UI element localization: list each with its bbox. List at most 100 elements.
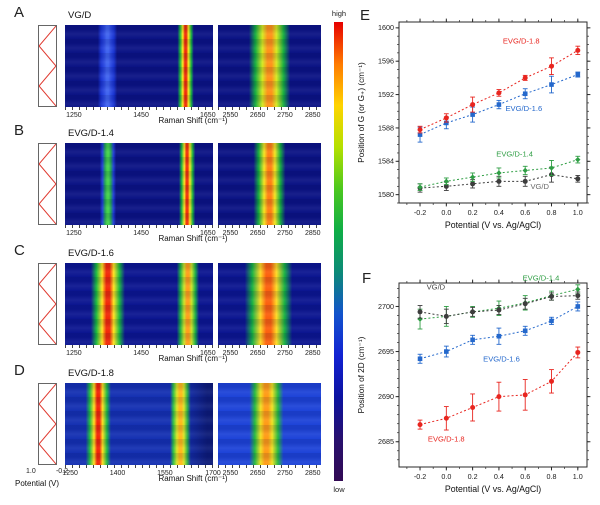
- heatmap-tick-label: 2850: [304, 112, 321, 119]
- heatmap-tick-label: 1450: [133, 350, 149, 357]
- svg-text:EVG/D-1.4: EVG/D-1.4: [523, 273, 560, 282]
- panel-title: VG/D: [68, 10, 92, 21]
- svg-text:1584: 1584: [378, 157, 394, 166]
- series-EVG/D-1.8: EVG/D-1.8: [417, 37, 581, 134]
- panel-D: D EVG/D-1.8 1250 1400 1550 1700 2550 2650 275…: [0, 358, 335, 505]
- svg-text:1588: 1588: [378, 123, 394, 132]
- svg-text:EVG/D-1.4: EVG/D-1.4: [496, 149, 533, 158]
- panel-letter: F: [362, 270, 372, 287]
- series-EVG/D-1.6: EVG/D-1.6: [417, 71, 581, 143]
- heatmap-tick-label: 2550: [222, 470, 239, 477]
- svg-text:EVG/D-1.8: EVG/D-1.8: [428, 435, 465, 444]
- svg-text:EVG/D-1.6: EVG/D-1.6: [483, 354, 520, 363]
- raman-heatmap-2d: 2550 2650 2750 2850: [218, 143, 321, 237]
- svg-text:VG/D: VG/D: [427, 282, 446, 291]
- colorbar-low-label: low: [333, 485, 345, 494]
- heatmap-tick-strip: [65, 345, 213, 348]
- heatmap-tick-label: 2750: [277, 470, 293, 477]
- svg-text:0.6: 0.6: [520, 472, 530, 481]
- svg-text:VG/D: VG/D: [530, 182, 549, 191]
- heatmap-surface: [65, 143, 213, 225]
- heatmap-tick-strip: [65, 465, 213, 468]
- heatmap-tick-label: 1250: [62, 470, 78, 477]
- svg-text:-0.2: -0.2: [414, 208, 426, 217]
- panel-letter: B: [14, 122, 25, 139]
- potential-waveform-icon: [38, 383, 57, 465]
- heatmap-surface: [65, 263, 213, 345]
- heatmap-tick-label: 2550: [222, 350, 239, 357]
- panel-C: C EVG/D-1.6 1250 1450 1650 2550 2650 2750 285…: [0, 238, 335, 363]
- svg-text:Position of 2D (cm⁻¹): Position of 2D (cm⁻¹): [357, 336, 366, 413]
- svg-text:1580: 1580: [378, 190, 394, 199]
- heatmap-tick-label: 1450: [133, 230, 149, 237]
- chart-position-of-G: -0.2 0.0 0.2 0.4 0.6 0.8 1.0 1580 1584 1588 1592 15…: [357, 18, 591, 230]
- raman-heatmap-dg: 1250 1450 1650: [65, 263, 216, 357]
- waveform-axis-ticks: 1.0 -0.2: [26, 468, 68, 475]
- heatmap-tick-label: 1650: [200, 350, 216, 357]
- panel-letter: A: [14, 4, 25, 21]
- svg-text:2700: 2700: [378, 302, 394, 311]
- panel-B: B EVG/D-1.4 1250 1450 1650 2550 2650 2750 285…: [0, 118, 335, 243]
- potential-axis-label: Potential (V): [14, 479, 60, 488]
- svg-text:1.0: 1.0: [573, 472, 583, 481]
- heatmap-tick-label: 2550: [222, 112, 239, 119]
- raman-heatmap-dg: 1250 1450 1650: [65, 143, 216, 237]
- colorbar-high-label: high: [331, 9, 347, 18]
- heatmap-tick-strip: [218, 225, 321, 228]
- heatmap-tick-label: 2750: [277, 350, 293, 357]
- heatmap-tick-label: 2650: [249, 350, 266, 357]
- heatmap-tick-strip: [218, 107, 321, 110]
- heatmap-surface: [65, 25, 213, 107]
- heatmap-tick-label: 1650: [200, 112, 216, 119]
- heatmap-tick-label: 1400: [109, 470, 126, 477]
- svg-text:0.4: 0.4: [494, 208, 504, 217]
- heatmap-tick-label: 2850: [304, 350, 321, 357]
- svg-text:0.0: 0.0: [441, 472, 451, 481]
- svg-text:0.2: 0.2: [468, 472, 478, 481]
- raman-shift-axis-label: Raman Shift (cm⁻¹): [158, 354, 228, 363]
- potential-waveform-icon: [38, 25, 57, 107]
- svg-text:1600: 1600: [378, 23, 394, 32]
- panel-title: EVG/D-1.8: [68, 368, 114, 379]
- heatmap-surface: [218, 25, 321, 107]
- svg-text:2695: 2695: [378, 347, 394, 356]
- heatmap-tick-label: 2750: [277, 112, 293, 119]
- waveform-axis-right-label: -0.2: [55, 468, 68, 475]
- svg-text:-0.2: -0.2: [414, 472, 426, 481]
- raman-shift-axis-label: Raman Shift (cm⁻¹): [158, 116, 228, 125]
- raman-heatmap-dg: 1250 1400 1550 1700: [62, 383, 221, 477]
- heatmap-surface: [218, 263, 321, 345]
- heatmap-tick-label: 2850: [304, 230, 321, 237]
- heatmap-tick-label: 2850: [304, 470, 321, 477]
- heatmap-tick-label: 1250: [66, 350, 82, 357]
- svg-text:EVG/D-1.8: EVG/D-1.8: [503, 37, 540, 46]
- raman-heatmap-2d: 2550 2650 2750 2850: [218, 25, 321, 119]
- heatmap-tick-label: 2650: [249, 470, 266, 477]
- raman-heatmap-dg: 1250 1450 1650: [65, 25, 216, 119]
- series-EVG/D-1.4: EVG/D-1.4: [417, 149, 581, 191]
- heatmap-tick-label: 1700: [205, 470, 221, 477]
- chart-position-of-2D: -0.2 0.0 0.2 0.4 0.6 0.8 1.0 2685 2690 2695 2700 Po…: [357, 273, 591, 494]
- svg-text:0.8: 0.8: [547, 208, 557, 217]
- heatmap-tick-strip: [65, 107, 213, 110]
- heatmap-surface: [218, 383, 321, 465]
- svg-text:1596: 1596: [378, 57, 394, 66]
- svg-text:0.2: 0.2: [468, 208, 478, 217]
- series-EVG/D-1.6: EVG/D-1.6: [417, 301, 581, 364]
- raman-heatmap-2d: 2550 2650 2750 2850: [218, 263, 321, 357]
- svg-text:0.0: 0.0: [441, 208, 451, 217]
- heatmap-tick-label: 1250: [66, 112, 82, 119]
- panel-letter: C: [14, 242, 25, 259]
- heatmap-surface: [65, 383, 213, 465]
- svg-text:0.8: 0.8: [547, 472, 557, 481]
- heatmap-tick-strip: [218, 345, 321, 348]
- potential-waveform-icon: [38, 263, 57, 345]
- raman-heatmap-2d: 2550 2650 2750 2850: [218, 383, 321, 477]
- heatmap-tick-strip: [218, 465, 321, 468]
- colorbar: [334, 22, 343, 481]
- heatmap-tick-label: 1450: [133, 112, 149, 119]
- svg-text:0.6: 0.6: [520, 208, 530, 217]
- svg-text:1.0: 1.0: [573, 208, 583, 217]
- panel-title: EVG/D-1.6: [68, 248, 114, 259]
